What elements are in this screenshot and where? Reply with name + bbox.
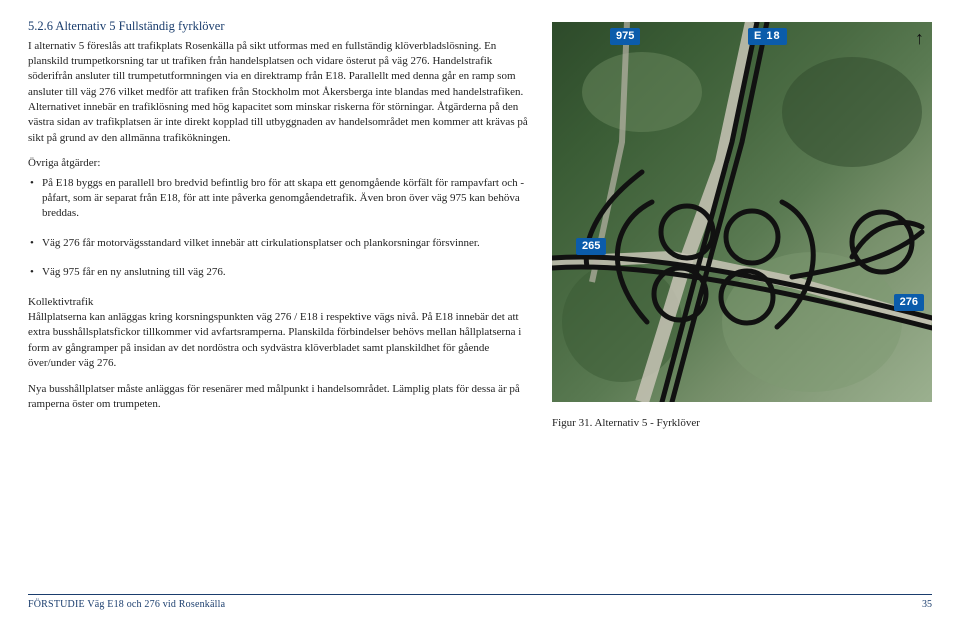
paragraph-intro: I alternativ 5 föreslås att trafikplats …	[28, 39, 528, 147]
road-label-975: 975	[610, 28, 640, 45]
footer-title: FÖRSTUDIE Väg E18 och 276 vid Rosenkälla	[28, 598, 225, 612]
footer-page-number: 35	[922, 598, 932, 612]
list-item: Väg 975 får en ny anslutning till väg 27…	[28, 265, 528, 280]
road-label-265: 265	[576, 238, 606, 255]
subhead-actions: Övriga åtgärder:	[28, 156, 528, 171]
section-heading: 5.2.6 Alternativ 5 Fullständig fyrklöver	[28, 18, 528, 36]
figure-map: 975 E 18 265 276 ↑	[552, 22, 932, 402]
map-overlay-svg	[552, 22, 932, 402]
kollektiv-heading: Kollektivtrafik	[28, 295, 528, 310]
page-footer: FÖRSTUDIE Väg E18 och 276 vid Rosenkälla…	[28, 594, 932, 612]
figure-caption: Figur 31. Alternativ 5 - Fyrklöver	[552, 416, 932, 431]
kollektiv-paragraph: Hållplatserna kan anläggas kring korsnin…	[28, 310, 528, 372]
list-item: Väg 276 får motorvägsstandard vilket inn…	[28, 236, 528, 251]
paragraph-last: Nya busshållplatser måste anläggas för r…	[28, 382, 528, 413]
road-label-276: 276	[894, 294, 924, 311]
road-label-e18: E 18	[748, 28, 787, 45]
bullet-list: På E18 byggs en parallell bro bredvid be…	[28, 176, 528, 281]
north-arrow-icon: ↑	[915, 26, 924, 51]
list-item: På E18 byggs en parallell bro bredvid be…	[28, 176, 528, 222]
footer-rule	[28, 594, 932, 595]
